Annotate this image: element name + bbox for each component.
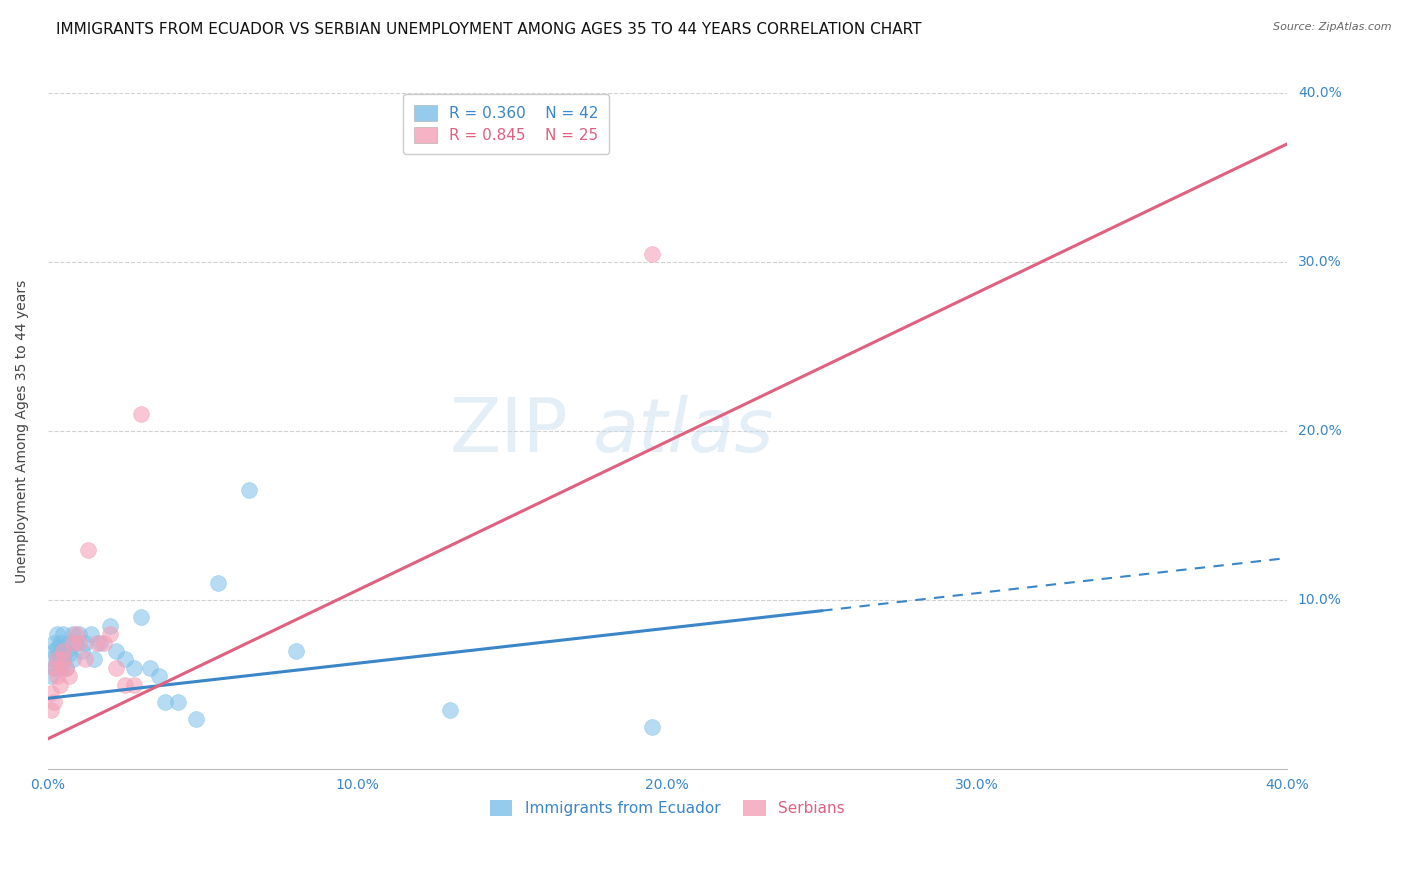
Point [284, 644, 307, 658]
Text: 40.0%: 40.0% [1298, 87, 1341, 101]
Point [49, 678, 72, 692]
Point [73, 635, 96, 649]
Point [58, 635, 80, 649]
Point [77, 542, 100, 557]
Point [70, 644, 93, 658]
Point [439, 703, 461, 717]
Point [83, 652, 105, 666]
Point [49, 661, 72, 675]
Text: ZIP: ZIP [450, 395, 568, 467]
Point [42, 695, 65, 709]
Point [148, 669, 170, 683]
Text: IMMIGRANTS FROM ECUADOR VS SERBIAN UNEMPLOYMENT AMONG AGES 35 TO 44 YEARS CORREL: IMMIGRANTS FROM ECUADOR VS SERBIAN UNEMP… [56, 22, 922, 37]
Point [98, 627, 121, 641]
Point [52, 627, 75, 641]
Point [129, 408, 152, 422]
Point [49, 648, 72, 662]
Point [166, 695, 188, 709]
Point [114, 678, 136, 692]
Point [42, 635, 65, 649]
Legend: Immigrants from Ecuador, Serbians: Immigrants from Ecuador, Serbians [484, 794, 851, 822]
Point [124, 678, 146, 692]
Point [207, 576, 229, 591]
Text: 20.0%: 20.0% [1298, 425, 1341, 438]
Point [62, 627, 84, 641]
Point [55, 661, 77, 675]
Point [52, 652, 75, 666]
Point [42, 644, 65, 658]
Point [104, 644, 127, 658]
Point [67, 635, 90, 649]
Point [52, 640, 75, 655]
Point [52, 652, 75, 666]
Point [52, 644, 75, 658]
Point [155, 695, 177, 709]
Point [46, 652, 69, 666]
Point [65, 635, 87, 649]
Point [93, 635, 115, 649]
Point [42, 661, 65, 675]
Point [73, 652, 96, 666]
Point [55, 661, 77, 675]
Point [62, 635, 84, 649]
Text: 30.0%: 30.0% [1298, 255, 1341, 269]
Point [139, 661, 162, 675]
Point [104, 661, 127, 675]
Point [39, 703, 62, 717]
Text: 10.0%: 10.0% [1298, 593, 1341, 607]
Text: atlas: atlas [593, 395, 775, 467]
Point [39, 652, 62, 666]
Point [58, 669, 80, 683]
Point [114, 652, 136, 666]
Point [129, 610, 152, 624]
Point [86, 635, 108, 649]
Point [55, 644, 77, 658]
Point [39, 669, 62, 683]
Point [98, 618, 121, 632]
Point [39, 686, 62, 700]
Point [67, 627, 90, 641]
Point [89, 635, 111, 649]
Point [238, 483, 260, 498]
Point [46, 627, 69, 641]
Point [49, 635, 72, 649]
Point [58, 648, 80, 662]
Point [49, 661, 72, 675]
Point [46, 652, 69, 666]
Point [65, 627, 87, 641]
Text: Source: ZipAtlas.com: Source: ZipAtlas.com [1274, 22, 1392, 32]
Point [80, 627, 103, 641]
Point [641, 720, 664, 734]
Y-axis label: Unemployment Among Ages 35 to 44 years: Unemployment Among Ages 35 to 44 years [15, 280, 30, 583]
Point [46, 669, 69, 683]
Point [46, 640, 69, 655]
Point [641, 247, 664, 261]
Point [186, 712, 208, 726]
Point [124, 661, 146, 675]
Point [62, 652, 84, 666]
Point [42, 661, 65, 675]
